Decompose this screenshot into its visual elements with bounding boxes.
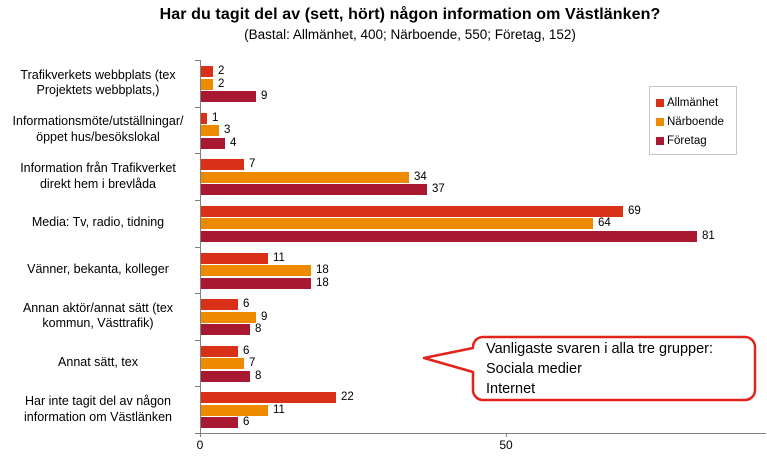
bar-företag [201,230,697,242]
category-label: Annan aktör/annat sätt (tex kommun, Väst… [22,300,174,331]
category-label: Annat sätt, tex [58,355,138,370]
y-axis-tick [195,386,201,387]
bar-allmänhet [201,112,207,124]
bar-allmänhet [201,392,336,404]
bar-value-label: 11 [273,403,285,416]
bar-value-label: 7 [249,357,256,370]
y-axis-tick [195,153,201,154]
bar-value-label: 9 [261,310,268,323]
bar-allmänhet [201,205,623,217]
category-label: Har inte tagit del av någon information … [24,394,172,424]
y-axis-tick [195,60,201,61]
y-axis-tick [195,200,201,201]
y-axis [200,60,201,433]
bar-value-label: 8 [255,369,262,382]
callout-text: Vanligaste svaren i alla tre grupper: So… [486,341,714,397]
bar-allmänhet [201,345,238,357]
y-axis-tick [195,293,201,294]
bar-value-label: 2 [218,65,225,77]
bar-allmänhet [201,66,213,77]
legend-label: Företag [667,134,707,147]
bar-value-label: 8 [255,323,262,336]
bar-value-label: 1 [212,111,219,124]
bar-value-label: 6 [243,344,250,357]
bar-företag [201,324,250,336]
bar-value-label: 2 [218,77,225,90]
legend-label: Närboende [667,115,724,128]
legend-swatch-icon [656,136,664,145]
callout-bubble [422,335,757,402]
legend-item: Företag [656,131,732,150]
legend-label: Allmänhet [667,96,719,109]
bar-företag [201,137,225,149]
bar-företag [201,184,427,196]
bar-value-label: 37 [432,183,445,196]
bar-value-label: 81 [702,229,715,242]
bar-value-label: 9 [261,90,268,102]
bar-närboende [201,218,593,230]
bar-value-label: 69 [628,204,641,217]
bar-value-label: 6 [243,298,250,311]
y-axis-tick [195,340,201,341]
legend: Allmänhet Närboende Företag [649,86,737,155]
category-label: Vänner, bekanta, kolleger [27,262,169,276]
legend-swatch-icon [656,98,664,107]
bar-företag [201,417,238,429]
bar-närboende [201,78,213,90]
y-axis-tick [195,247,201,248]
legend-swatch-icon [656,117,664,126]
bar-value-label: 18 [316,276,329,289]
callout-bubble-shape [422,335,757,402]
bar-företag [201,277,311,289]
bar-närboende [201,358,244,370]
bar-value-label: 4 [230,136,237,149]
chart-subtitle: (Bastal: Allmänhet, 400; Närboende, 550;… [244,27,576,42]
bar-value-label: 6 [243,416,250,429]
bar-value-label: 18 [316,264,329,276]
y-axis-tick [195,433,201,434]
x-axis-tick [506,433,507,437]
bar-allmänhet [201,299,238,311]
legend-item: Närboende [656,112,732,131]
bar-närboende [201,265,311,276]
bar-allmänhet [201,159,244,171]
bar-företag [201,91,256,102]
bar-value-label: 7 [249,158,256,171]
x-axis-tick [200,433,201,437]
category-label: Trafikverkets webbplats (tex Projektets … [20,67,176,98]
x-axis [196,433,766,434]
bar-value-label: 22 [341,391,354,404]
legend-item: Allmänhet [656,93,732,112]
bar-närboende [201,171,409,183]
bar-närboende [201,125,219,137]
category-label: Media: Tv, radio, tidning [31,215,165,230]
bar-value-label: 64 [598,217,611,230]
y-axis-tick [195,107,201,108]
x-axis-tick-label: 0 [196,438,204,452]
bar-företag [201,370,250,382]
chart-title: Har du tagit del av (sett, hört) någon i… [159,6,661,23]
category-label: Information från Trafikverket direkt hem… [20,160,176,191]
x-axis-tick-label: 50 [499,438,513,452]
category-label: Informationsmöte/utställningar/ öppet hu… [12,114,184,144]
bar-närboende [201,311,256,323]
bar-allmänhet [201,252,268,264]
bar-value-label: 11 [273,251,285,264]
bar-närboende [201,404,268,416]
chart-header: Har du tagit del av (sett, hört) någon i… [60,6,760,42]
bar-value-label: 3 [224,124,231,137]
bar-value-label: 34 [414,170,427,183]
